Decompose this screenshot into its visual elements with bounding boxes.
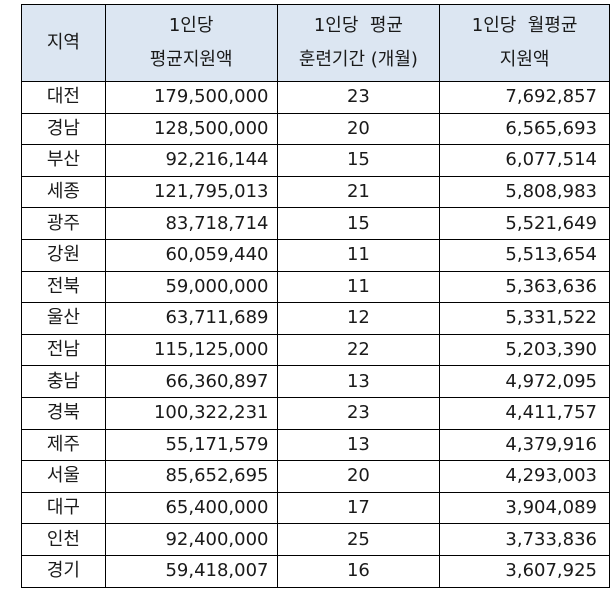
header-months-line2: 훈련기간 (개월) (298, 49, 418, 70)
total-support-cell: 92,216,144 (104, 144, 278, 177)
monthly-support-cell: 4,972,095 (439, 365, 610, 398)
header-months-line1: 1인당 평균 (313, 15, 403, 36)
table-body: 대전 179,500,000 23 7,692,857 경남 128,500,000 20 6… (21, 81, 610, 588)
region-cell: 대전 (21, 81, 106, 114)
monthly-support-cell: 5,513,654 (439, 238, 610, 272)
header-monthly-support: 1인당 월평균 지원액 (439, 4, 610, 82)
table-row: 울산 63,711,689 12 5,331,522 (21, 302, 610, 335)
header-monthly-line2: 지원액 (499, 49, 550, 70)
table-row: 대전 179,500,000 23 7,692,857 (21, 81, 610, 114)
table-row: 인천 92,400,000 25 3,733,836 (21, 523, 610, 556)
table-row: 충남 66,360,897 13 4,972,095 (21, 365, 610, 398)
total-support-cell: 65,400,000 (104, 491, 278, 525)
monthly-support-cell: 3,904,089 (439, 491, 610, 525)
region-cell: 전북 (21, 270, 106, 304)
support-table: 지역 1인당 평균지원액 1인당 평균 훈련기간 (개월) 1인당 월평균 지원… (21, 4, 610, 588)
table-row: 경남 128,500,000 20 6,565,693 (21, 112, 610, 146)
monthly-support-cell: 4,293,003 (439, 460, 610, 493)
monthly-support-cell: 5,808,983 (439, 175, 610, 209)
total-support-cell: 179,500,000 (104, 81, 278, 114)
region-cell: 대구 (21, 491, 106, 525)
monthly-support-cell: 6,565,693 (439, 112, 610, 146)
training-months-cell: 15 (276, 207, 441, 240)
monthly-support-cell: 6,077,514 (439, 144, 610, 177)
region-cell: 경기 (21, 554, 106, 588)
region-cell: 경남 (21, 112, 106, 146)
region-cell: 울산 (21, 302, 106, 335)
training-months-cell: 21 (276, 175, 441, 209)
header-row: 지역 1인당 평균지원액 1인당 평균 훈련기간 (개월) 1인당 월평균 지원… (21, 4, 610, 82)
monthly-support-cell: 5,203,390 (439, 333, 610, 367)
total-support-cell: 128,500,000 (104, 112, 278, 146)
monthly-support-cell: 4,411,757 (439, 396, 610, 430)
table-row: 서울 85,652,695 20 4,293,003 (21, 460, 610, 493)
header-monthly-line1: 1인당 월평균 (471, 15, 578, 36)
header-training-months: 1인당 평균 훈련기간 (개월) (276, 4, 441, 82)
total-support-cell: 85,652,695 (104, 460, 278, 493)
table-row: 대구 65,400,000 17 3,904,089 (21, 491, 610, 525)
training-months-cell: 16 (276, 554, 441, 588)
region-cell: 경북 (21, 396, 106, 430)
training-months-cell: 25 (276, 523, 441, 556)
total-support-cell: 55,171,579 (104, 428, 278, 462)
total-support-cell: 121,795,013 (104, 175, 278, 209)
total-support-cell: 115,125,000 (104, 333, 278, 367)
total-support-cell: 63,711,689 (104, 302, 278, 335)
training-months-cell: 13 (276, 365, 441, 398)
region-cell: 인천 (21, 523, 106, 556)
monthly-support-cell: 3,733,836 (439, 523, 610, 556)
region-cell: 세종 (21, 175, 106, 209)
total-support-cell: 83,718,714 (104, 207, 278, 240)
table-row: 부산 92,216,144 15 6,077,514 (21, 144, 610, 177)
header-region-label: 지역 (46, 32, 80, 53)
monthly-support-cell: 5,331,522 (439, 302, 610, 335)
total-support-cell: 59,000,000 (104, 270, 278, 304)
table-row: 전남 115,125,000 22 5,203,390 (21, 333, 610, 367)
training-months-cell: 17 (276, 491, 441, 525)
training-months-cell: 11 (276, 238, 441, 272)
training-months-cell: 15 (276, 144, 441, 177)
total-support-cell: 66,360,897 (104, 365, 278, 398)
total-support-cell: 92,400,000 (104, 523, 278, 556)
header-region: 지역 (21, 4, 106, 82)
region-cell: 전남 (21, 333, 106, 367)
training-months-cell: 13 (276, 428, 441, 462)
monthly-support-cell: 5,363,636 (439, 270, 610, 304)
region-cell: 광주 (21, 207, 106, 240)
total-support-cell: 59,418,007 (104, 554, 278, 588)
training-months-cell: 20 (276, 112, 441, 146)
monthly-support-cell: 7,692,857 (439, 81, 610, 114)
training-months-cell: 23 (276, 396, 441, 430)
monthly-support-cell: 3,607,925 (439, 554, 610, 588)
training-months-cell: 23 (276, 81, 441, 114)
header-total-support: 1인당 평균지원액 (104, 4, 278, 82)
table-row: 제주 55,171,579 13 4,379,916 (21, 428, 610, 462)
region-cell: 충남 (21, 365, 106, 398)
training-months-cell: 11 (276, 270, 441, 304)
total-support-cell: 60,059,440 (104, 238, 278, 272)
training-months-cell: 12 (276, 302, 441, 335)
region-cell: 제주 (21, 428, 106, 462)
region-cell: 서울 (21, 460, 106, 493)
training-months-cell: 22 (276, 333, 441, 367)
table-row: 전북 59,000,000 11 5,363,636 (21, 270, 610, 304)
header-total-line1: 1인당 (168, 15, 214, 36)
monthly-support-cell: 5,521,649 (439, 207, 610, 240)
table-row: 강원 60,059,440 11 5,513,654 (21, 238, 610, 272)
table-row: 경기 59,418,007 16 3,607,925 (21, 554, 610, 588)
monthly-support-cell: 4,379,916 (439, 428, 610, 462)
region-cell: 부산 (21, 144, 106, 177)
total-support-cell: 100,322,231 (104, 396, 278, 430)
table-row: 세종 121,795,013 21 5,808,983 (21, 175, 610, 209)
header-total-line2: 평균지원액 (149, 49, 233, 70)
table-row: 경북 100,322,231 23 4,411,757 (21, 396, 610, 430)
table-row: 광주 83,718,714 15 5,521,649 (21, 207, 610, 240)
training-months-cell: 20 (276, 460, 441, 493)
region-cell: 강원 (21, 238, 106, 272)
